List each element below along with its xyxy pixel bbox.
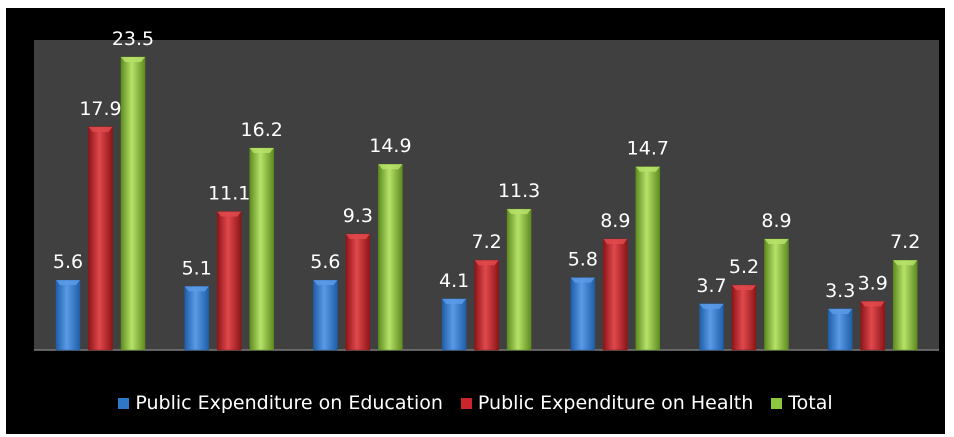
bar-top-total-6 xyxy=(764,239,789,245)
data-label-total-7: 7.2 xyxy=(890,231,920,253)
chart-area: 5.6 5.1 5.6 4.1 5.8 3.7 3.3 17.9 11.1 9.3 7.2 8.9 5.… xyxy=(6,8,945,434)
bar-total-1 xyxy=(120,56,146,351)
bar-top-total-3 xyxy=(378,164,403,170)
bar-education-3 xyxy=(313,279,338,351)
data-label-education-1: 5.6 xyxy=(53,251,83,273)
bar-top-health-1 xyxy=(88,126,113,132)
bar-top-total-7 xyxy=(893,260,918,266)
bar-health-2 xyxy=(216,211,242,351)
data-label-total-1: 23.5 xyxy=(112,28,154,50)
data-label-education-3: 5.6 xyxy=(310,251,340,273)
bar-education-2 xyxy=(184,286,209,351)
data-label-total-3: 14.9 xyxy=(369,135,411,157)
legend-item-total: Total xyxy=(771,392,833,414)
data-label-education-6: 3.7 xyxy=(696,275,726,297)
bar-total-7 xyxy=(892,259,918,351)
bar-education-6 xyxy=(699,303,724,351)
legend-label-education: Public Expenditure on Education xyxy=(135,392,443,414)
bar-health-1 xyxy=(88,126,113,351)
bar-top-health-7 xyxy=(860,301,885,307)
legend: Public Expenditure on Education Public E… xyxy=(6,388,945,418)
bar-health-7 xyxy=(860,301,885,351)
data-label-education-2: 5.1 xyxy=(182,257,212,279)
bar-health-6 xyxy=(731,284,757,351)
data-label-health-3: 9.3 xyxy=(343,205,373,227)
bar-total-3 xyxy=(378,163,403,351)
data-label-health-2: 11.1 xyxy=(208,183,250,205)
legend-swatch-education xyxy=(118,397,130,409)
bar-top-education-3 xyxy=(313,280,338,286)
data-label-total-2: 16.2 xyxy=(241,119,283,141)
bar-chart: 5.6 5.1 5.6 4.1 5.8 3.7 3.3 17.9 11.1 9.3 7.2 8.9 5.… xyxy=(34,28,939,351)
legend-item-education: Public Expenditure on Education xyxy=(118,392,443,414)
bar-top-health-4 xyxy=(474,260,499,266)
bar-education-5 xyxy=(570,277,596,351)
bar-total-6 xyxy=(764,238,789,351)
legend-swatch-total xyxy=(771,397,783,409)
legend-swatch-health xyxy=(460,397,472,409)
bar-top-education-4 xyxy=(442,298,467,304)
data-label-education-4: 4.1 xyxy=(439,270,469,292)
bar-top-total-2 xyxy=(249,148,274,154)
bar-top-education-2 xyxy=(184,286,209,292)
bar-top-health-6 xyxy=(732,285,756,291)
data-label-total-5: 14.7 xyxy=(627,138,669,160)
data-label-health-6: 5.2 xyxy=(729,256,759,278)
bar-health-4 xyxy=(474,259,499,351)
bar-total-2 xyxy=(249,147,274,351)
data-label-education-5: 5.8 xyxy=(568,249,598,271)
data-label-total-6: 8.9 xyxy=(761,210,791,232)
bar-health-3 xyxy=(345,233,371,351)
data-label-health-1: 17.9 xyxy=(79,98,121,120)
bar-health-5 xyxy=(603,238,628,351)
bar-top-health-2 xyxy=(217,211,242,217)
bar-top-education-6 xyxy=(699,303,724,309)
bar-top-total-4 xyxy=(507,209,532,215)
bar-total-5 xyxy=(635,166,661,351)
bar-top-education-5 xyxy=(570,277,595,283)
data-label-health-5: 8.9 xyxy=(600,210,630,232)
legend-label-health: Public Expenditure on Health xyxy=(477,392,754,414)
bar-top-total-1 xyxy=(121,57,145,62)
data-label-health-7: 3.9 xyxy=(858,272,888,294)
data-label-total-4: 11.3 xyxy=(498,180,540,202)
bar-top-health-3 xyxy=(345,234,370,240)
data-label-health-4: 7.2 xyxy=(471,231,501,253)
bar-total-4 xyxy=(506,208,532,351)
data-label-education-7: 3.3 xyxy=(825,280,855,302)
legend-label-total: Total xyxy=(788,392,833,414)
bar-education-7 xyxy=(827,308,853,351)
bar-top-health-5 xyxy=(603,239,628,245)
bar-education-4 xyxy=(441,298,467,351)
bar-education-1 xyxy=(55,279,81,351)
bar-top-education-7 xyxy=(828,308,853,314)
bar-top-total-5 xyxy=(635,166,660,172)
legend-item-health: Public Expenditure on Health xyxy=(460,392,754,414)
bar-top-education-1 xyxy=(56,280,80,286)
